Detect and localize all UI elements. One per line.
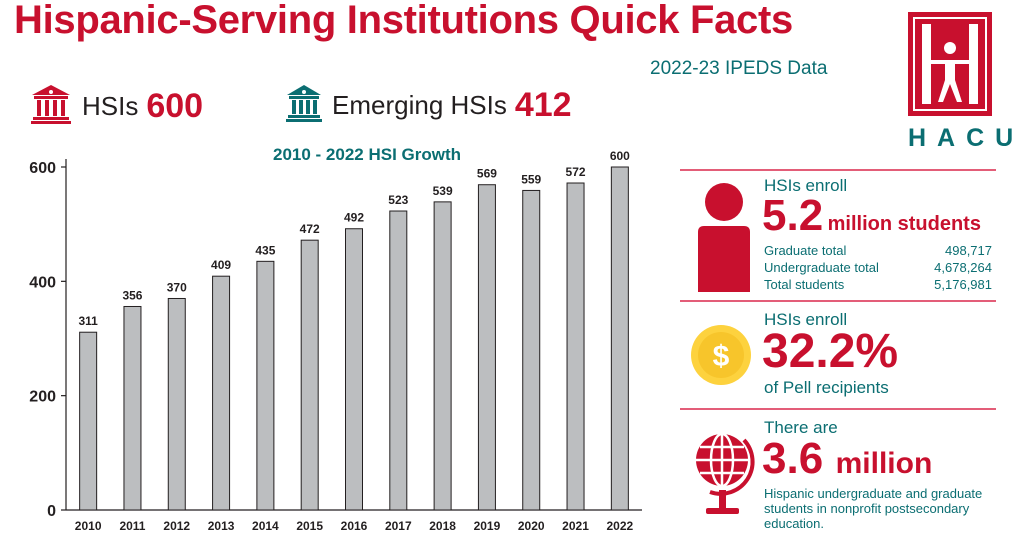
emerging-hsis-value: 412 [514,86,572,124]
x-tick-label: 2017 [385,519,412,533]
hsi-growth-chart: 2010 - 2022 HSI Growth 0 200 400 600 311 201… [29,145,642,533]
y-tick-label: 600 [29,160,56,177]
x-tick-label: 2019 [474,519,501,533]
bar-value-label: 472 [300,222,320,236]
y-tick-label: 0 [47,503,56,520]
enroll-value: 5.2 [762,191,824,240]
globe-icon [692,430,756,527]
page-title: Hispanic-Serving Institutions Quick Fact… [14,0,793,42]
pell-text: of Pell recipients [764,378,889,397]
enroll-intro: HSIs enroll [764,176,848,195]
bar-value-label: 492 [344,211,364,225]
x-tick-label: 2016 [341,519,368,533]
pell-intro: HSIs enroll [764,310,848,329]
x-tick-label: 2018 [429,519,456,533]
enrollment-row: Graduate total 498,717 [764,242,992,259]
pell-value: 32.2% [762,325,899,378]
bar-2016 [345,228,363,511]
x-tick-label: 2013 [208,519,235,533]
enrollment-row-label: Graduate total [764,243,847,258]
enrollment-row-label: Total students [764,277,845,292]
enroll-unit: million students [827,213,981,235]
emerging-hsis-label: Emerging HSIs [332,90,507,120]
divider-middle [680,300,996,302]
x-tick-label: 2021 [562,519,589,533]
hacu-logo: HACU [908,12,1024,156]
bar-2021 [566,182,585,511]
divider-bottom [680,408,996,410]
bar-value-label: 370 [167,280,187,294]
hsis-label: HSIs [82,91,139,121]
person-icon [694,180,754,299]
enrollment-row-value: 5,176,981 [934,277,992,292]
y-tick-label: 400 [29,274,56,291]
logo-text: HACU [908,124,1024,152]
hispanic-value: 3.6 [762,434,824,483]
page-subtitle: 2022-23 IPEDS Data [650,58,828,79]
x-tick-label: 2020 [518,519,545,533]
x-tick-label: 2022 [606,519,633,533]
enroll-headline: 5.2 million students [762,191,981,241]
divider-top [680,169,996,171]
institution-red-icon [30,84,72,129]
bar-2012 [167,297,186,511]
hispanic-intro: There are [764,418,838,437]
bar-value-label: 311 [78,314,98,328]
hispanic-students-panel: There are 3.6 million Hispanic undergrad… [690,416,1000,536]
bar-2014 [256,260,275,511]
bar-value-label: 600 [610,149,630,163]
enrollment-row-value: 498,717 [945,243,992,258]
emerging-hsis-stat: Emerging HSIs 412 [286,84,572,127]
pell-panel: $ HSIs enroll 32.2% of Pell recipients [690,308,1000,404]
bar-2022 [610,166,629,511]
bar-2017 [389,210,408,511]
hispanic-unit: million [835,447,933,480]
x-tick-label: 2011 [119,519,145,533]
bar-value-label: 409 [211,258,231,272]
enrollment-row-label: Undergraduate total [764,260,879,275]
bar-value-label: 539 [433,184,453,198]
x-tick-label: 2012 [163,519,190,533]
bar-2013 [212,275,231,511]
hsis-value: 600 [146,87,204,125]
bar-2020 [522,189,541,511]
bar-value-label: 356 [122,288,142,302]
logo-mark [908,12,992,116]
chart-title: 2010 - 2022 HSI Growth [273,145,461,164]
y-tick-label: 200 [29,389,56,406]
x-tick-label: 2015 [296,519,323,533]
bar-2015 [300,239,319,511]
hispanic-headline: 3.6 million [762,434,932,484]
bar-value-label: 523 [388,193,408,207]
bar-value-label: 559 [521,172,541,186]
hispanic-text: Hispanic undergraduate and graduate stud… [764,486,983,531]
enrollment-panel: HSIs enroll 5.2 million students Graduat… [690,176,1000,296]
x-tick-label: 2010 [75,519,102,533]
svg-text:$: $ [713,340,730,373]
enrollment-table: Graduate total 498,717 Undergraduate total… [764,242,992,293]
bar-2019 [477,184,496,511]
enrollment-row: Undergraduate total 4,678,264 [764,259,992,276]
bar-2018 [433,201,452,511]
enrollment-row: Total students 5,176,981 [764,276,992,293]
bar-value-label: 569 [477,167,497,181]
bar-2011 [123,305,142,511]
dollar-coin-icon: $ [690,324,752,391]
enrollment-row-value: 4,678,264 [934,260,992,275]
bar-value-label: 435 [255,243,275,257]
institution-teal-icon [286,84,322,127]
bar-2010 [79,331,98,511]
hsis-stat: HSIs 600 [30,84,203,129]
bar-value-label: 572 [566,165,586,179]
x-tick-label: 2014 [252,519,279,533]
